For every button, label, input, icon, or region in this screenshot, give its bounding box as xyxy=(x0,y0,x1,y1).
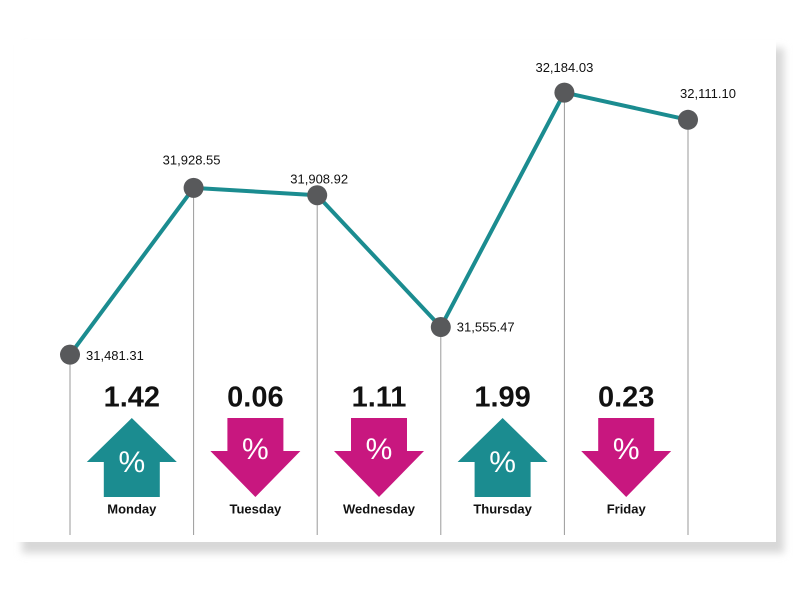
day-label: Tuesday xyxy=(230,501,283,516)
change-value: 0.23 xyxy=(598,382,654,414)
day-label: Wednesday xyxy=(343,501,416,516)
point-label: 31,555.47 xyxy=(457,319,515,334)
index-line xyxy=(68,90,689,356)
change-value: 1.99 xyxy=(474,382,530,414)
point-label: 32,111.10 xyxy=(680,86,736,101)
point-label: 31,481.31 xyxy=(86,348,144,363)
day-label: Thursday xyxy=(473,501,532,516)
down-arrow xyxy=(581,418,672,497)
down-arrow xyxy=(210,418,301,497)
point-label: 31,908.92 xyxy=(290,172,348,187)
up-arrow xyxy=(457,418,548,497)
change-value: 1.11 xyxy=(352,382,407,414)
percent-symbol: % xyxy=(366,433,393,466)
up-arrow xyxy=(86,418,177,497)
point xyxy=(307,185,328,206)
point xyxy=(678,109,698,130)
percent-symbol: % xyxy=(118,446,145,479)
day-label: Friday xyxy=(607,501,647,516)
point xyxy=(430,317,451,338)
chart-layer: 31,481.31 31,928.55 31,908.92 31,555.47 32,1… xyxy=(60,60,736,535)
day-label: Monday xyxy=(107,501,157,516)
point xyxy=(60,344,80,365)
point-label: 32,184.03 xyxy=(535,60,593,75)
point xyxy=(183,177,204,198)
percent-symbol: % xyxy=(242,433,269,466)
down-arrow xyxy=(334,418,424,497)
point-label: 31,928.55 xyxy=(163,152,221,167)
change-value: 0.06 xyxy=(227,382,283,414)
percent-symbol: % xyxy=(613,433,640,466)
point xyxy=(554,82,575,103)
change-value: 1.42 xyxy=(104,382,160,414)
percent-symbol: % xyxy=(489,446,516,479)
